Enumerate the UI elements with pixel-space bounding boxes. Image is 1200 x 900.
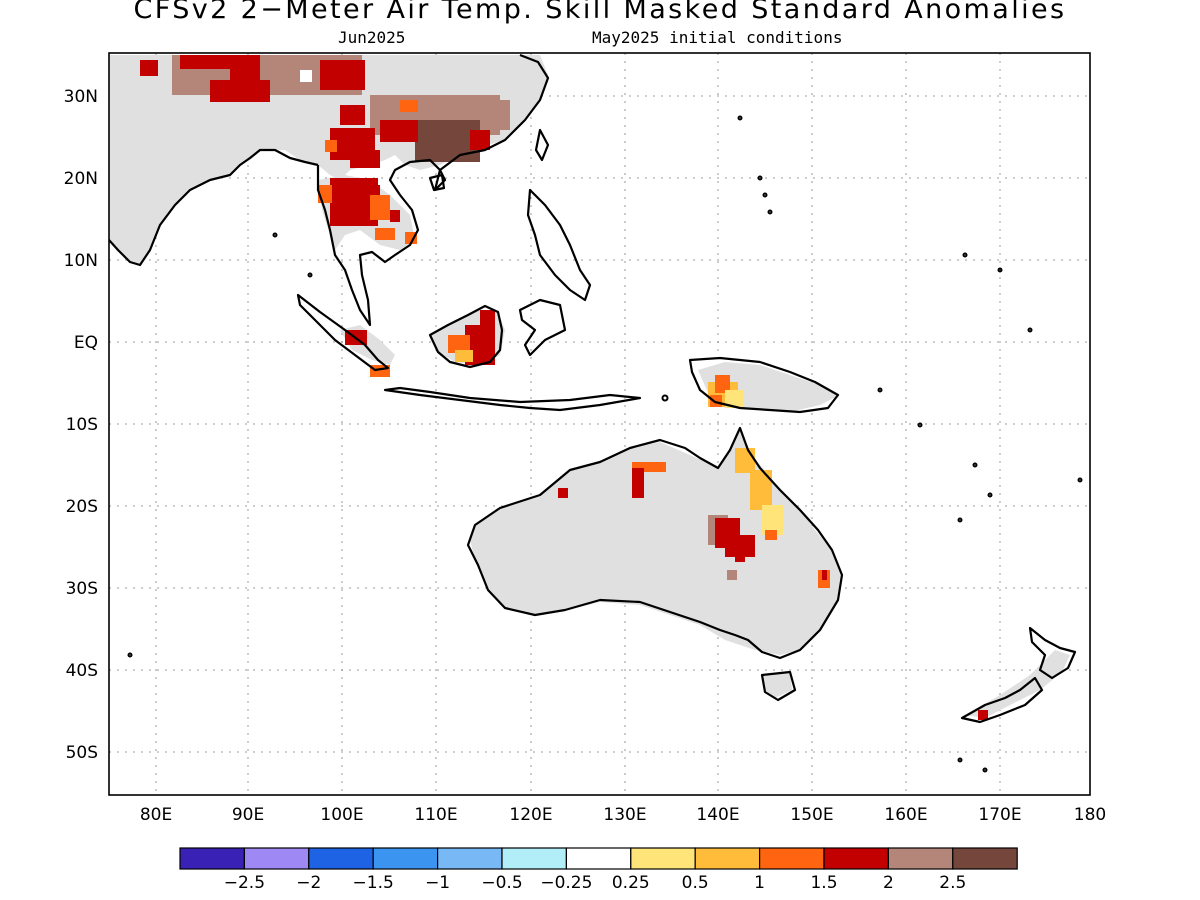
legend-label: −1 [425, 873, 450, 893]
lon-label: 170E [978, 805, 1021, 825]
legend-swatch [565, 847, 632, 870]
legend-label: −0.25 [540, 873, 592, 893]
latitude-labels: 30N 20N 10N EQ 10S 20S 30S 40S 50S [64, 87, 98, 763]
lon-label: 130E [603, 805, 646, 825]
longitude-labels: 80E 90E 100E 110E 120E 130E 140E 150E 160E 170E 18… [140, 805, 1106, 825]
plot-frame [108, 52, 1091, 796]
map-layer [109, 53, 1083, 773]
lat-label: 10N [64, 251, 98, 271]
legend-swatch [630, 847, 696, 870]
legend-swatch [308, 847, 374, 870]
legend-swatch [179, 847, 246, 870]
lon-label: 80E [140, 805, 172, 825]
legend-label: 0.25 [612, 873, 650, 893]
lat-label: 30S [66, 579, 98, 599]
skill-mask-australia [470, 430, 842, 655]
legend-swatch [372, 847, 439, 870]
legend-swatch [823, 847, 890, 870]
lat-label: 20S [66, 497, 98, 517]
legend-label: 1.5 [810, 873, 837, 893]
map-title: CFSv2 2−Meter Air Temp. Skill Masked Sta… [133, 0, 1067, 25]
lat-label: 20N [64, 169, 98, 189]
legend-label: −2.5 [224, 873, 265, 893]
lon-label: 180 [1074, 805, 1106, 825]
skill-mask-new-zealand [965, 650, 1070, 718]
legend-swatch [758, 847, 825, 870]
legend-label: −1.5 [353, 873, 394, 893]
legend-swatch [501, 847, 568, 870]
color-legend [179, 847, 1018, 870]
legend-swatch [243, 847, 310, 870]
legend-label: 0.5 [682, 873, 709, 893]
lat-label: 50S [66, 743, 98, 763]
anomaly-cells [140, 55, 988, 720]
legend-label: 2 [883, 873, 894, 893]
legend-labels: −2.5 −2 −1.5 −1 −0.5 −0.25 0.25 0.5 1 1.5 2 2.5 [224, 873, 967, 893]
coastlines [109, 53, 1077, 724]
legend-swatch [887, 847, 954, 870]
lon-label: 160E [884, 805, 927, 825]
islands [127, 115, 1083, 773]
lat-label: EQ [74, 333, 98, 353]
legend-label: 1 [754, 873, 765, 893]
lon-label: 140E [696, 805, 739, 825]
lat-label: 30N [64, 87, 98, 107]
initial-conditions: May2025 initial conditions [592, 28, 843, 47]
legend-swatch [694, 847, 761, 870]
lon-label: 90E [232, 805, 264, 825]
graticule [109, 53, 1090, 795]
lon-label: 150E [790, 805, 833, 825]
legend-swatch [952, 847, 1018, 870]
skill-mask-tasmania [762, 672, 792, 698]
lon-label: 120E [509, 805, 552, 825]
lat-label: 40S [66, 661, 98, 681]
legend-swatch [437, 847, 503, 870]
forecast-month: Jun2025 [338, 28, 406, 47]
lon-label: 100E [320, 805, 363, 825]
lon-label: 110E [414, 805, 457, 825]
legend-label: −2 [296, 873, 321, 893]
legend-label: 2.5 [939, 873, 966, 893]
lat-label: 10S [66, 415, 98, 435]
legend-label: −0.5 [481, 873, 522, 893]
